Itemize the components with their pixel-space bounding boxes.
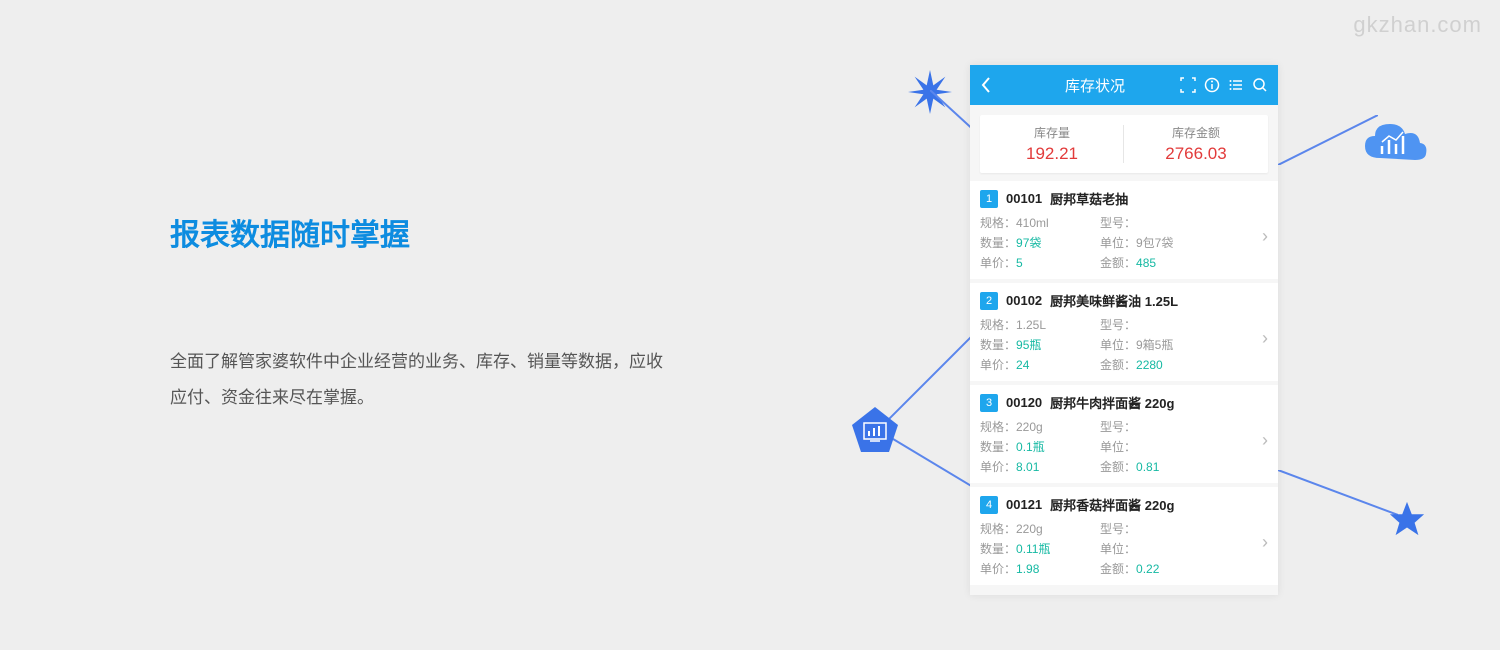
list-item[interactable]: 4 00121 厨邦香菇拌面酱 220g 规格：220g型号：数量：0.11瓶单位：单…	[970, 487, 1278, 585]
item-badge: 3	[980, 394, 998, 412]
watermark-text: gkzhan.com	[1353, 12, 1482, 38]
model: 型号：	[1100, 418, 1268, 435]
item-header: 4 00121 厨邦香菇拌面酱 220g	[980, 495, 1268, 514]
item-code: 00121	[1006, 497, 1042, 512]
app-header: 库存状况	[970, 65, 1278, 105]
summary-qty-label: 库存量	[1034, 124, 1070, 141]
item-name: 厨邦香菇拌面酱 220g	[1050, 495, 1174, 514]
qty: 数量：0.1瓶	[980, 438, 1100, 455]
back-button[interactable]	[980, 76, 1010, 94]
amount: 金额：0.22	[1100, 560, 1268, 577]
spec: 规格：1.25L	[980, 316, 1100, 333]
qty: 数量：97袋	[980, 234, 1100, 251]
item-list: 100101厨邦草菇老抽规格：410ml型号：数量：97袋单位：9包7袋单价：5…	[970, 181, 1278, 585]
chevron-right-icon: ›	[1262, 328, 1268, 349]
info-icon[interactable]	[1204, 77, 1220, 93]
pentagon-chart-icon	[850, 405, 900, 455]
summary-amount-value: 2766.03	[1165, 144, 1226, 164]
chevron-right-icon: ›	[1262, 532, 1268, 553]
item-header: 3 00120 厨邦牛肉拌面酱 220g	[980, 393, 1268, 412]
item-badge: 4	[980, 496, 998, 514]
summary-amount-label: 库存金额	[1172, 124, 1220, 141]
item-header: 1 00101 厨邦草菇老抽	[980, 189, 1268, 208]
connector-line-bottom-right	[1278, 470, 1398, 520]
list-item[interactable]: 1 00101 厨邦草菇老抽规格：410ml型号：数量：97袋单位：9包7袋单价：5…	[970, 181, 1278, 279]
header-icons	[1180, 77, 1268, 93]
page-heading: 报表数据随时掌握	[170, 210, 670, 254]
amount: 金额：485	[1100, 254, 1268, 271]
chevron-left-icon	[980, 76, 992, 94]
item-badge: 2	[980, 292, 998, 310]
summary-qty-value: 192.21	[1026, 144, 1078, 164]
spec: 规格：220g	[980, 418, 1100, 435]
item-details: 规格：220g型号：数量：0.1瓶单位：单价：8.01金额：0.81	[980, 418, 1268, 475]
qty: 数量：95瓶	[980, 336, 1100, 353]
list-item[interactable]: 2 00102 厨邦美味鲜酱油 1.25L 规格：1.25L型号：数量：95瓶单位：9…	[970, 283, 1278, 381]
item-badge: 1	[980, 190, 998, 208]
page-description: 全面了解管家婆软件中企业经营的业务、库存、销量等数据，应收应付、资金往来尽在掌握…	[170, 344, 670, 415]
price: 单价：8.01	[980, 458, 1100, 475]
chevron-right-icon: ›	[1262, 226, 1268, 247]
list-icon[interactable]	[1228, 77, 1244, 93]
item-name: 厨邦草菇老抽	[1050, 189, 1128, 208]
item-code: 00101	[1006, 191, 1042, 206]
item-details: 规格：1.25L型号：数量：95瓶单位：9箱5瓶单价：24金额：2280	[980, 316, 1268, 373]
summary-card: 库存量 192.21 库存金额 2766.03	[980, 115, 1268, 173]
scan-icon[interactable]	[1180, 77, 1196, 93]
search-icon[interactable]	[1252, 77, 1268, 93]
amount: 金额：0.81	[1100, 458, 1268, 475]
spec: 规格：220g	[980, 520, 1100, 537]
spec: 规格：410ml	[980, 214, 1100, 231]
price: 单价：24	[980, 356, 1100, 373]
amount: 金额：2280	[1100, 356, 1268, 373]
item-code: 00102	[1006, 293, 1042, 308]
five-point-star-icon	[1388, 500, 1426, 538]
summary-qty: 库存量 192.21	[980, 115, 1124, 173]
price: 单价：5	[980, 254, 1100, 271]
price: 单价：1.98	[980, 560, 1100, 577]
item-header: 2 00102 厨邦美味鲜酱油 1.25L	[980, 291, 1268, 310]
burst-star-icon	[908, 70, 952, 114]
model: 型号：	[1100, 520, 1268, 537]
unit: 单位：	[1100, 540, 1268, 557]
chevron-right-icon: ›	[1262, 430, 1268, 451]
unit: 单位：9箱5瓶	[1100, 336, 1268, 353]
item-name: 厨邦美味鲜酱油 1.25L	[1050, 291, 1178, 310]
item-name: 厨邦牛肉拌面酱 220g	[1050, 393, 1174, 412]
item-details: 规格：220g型号：数量：0.11瓶单位：单价：1.98金额：0.22	[980, 520, 1268, 577]
cloud-chart-icon	[1360, 118, 1430, 173]
app-title: 库存状况	[1010, 75, 1180, 96]
phone-mockup: 库存状况 库存量 192.21 库存金额 2766.03 1 00101 厨邦草菇老…	[970, 65, 1278, 595]
summary-amount: 库存金额 2766.03	[1124, 115, 1268, 173]
item-code: 00120	[1006, 395, 1042, 410]
model: 型号：	[1100, 214, 1268, 231]
unit: 单位：	[1100, 438, 1268, 455]
item-details: 规格：410ml型号：数量：97袋单位：9包7袋单价：5金额：485	[980, 214, 1268, 271]
unit: 单位：9包7袋	[1100, 234, 1268, 251]
left-text-section: 报表数据随时掌握 全面了解管家婆软件中企业经营的业务、库存、销量等数据，应收应付…	[170, 210, 670, 415]
qty: 数量：0.11瓶	[980, 540, 1100, 557]
list-item[interactable]: 3 00120 厨邦牛肉拌面酱 220g 规格：220g型号：数量：0.1瓶单位：单价…	[970, 385, 1278, 483]
model: 型号：	[1100, 316, 1268, 333]
